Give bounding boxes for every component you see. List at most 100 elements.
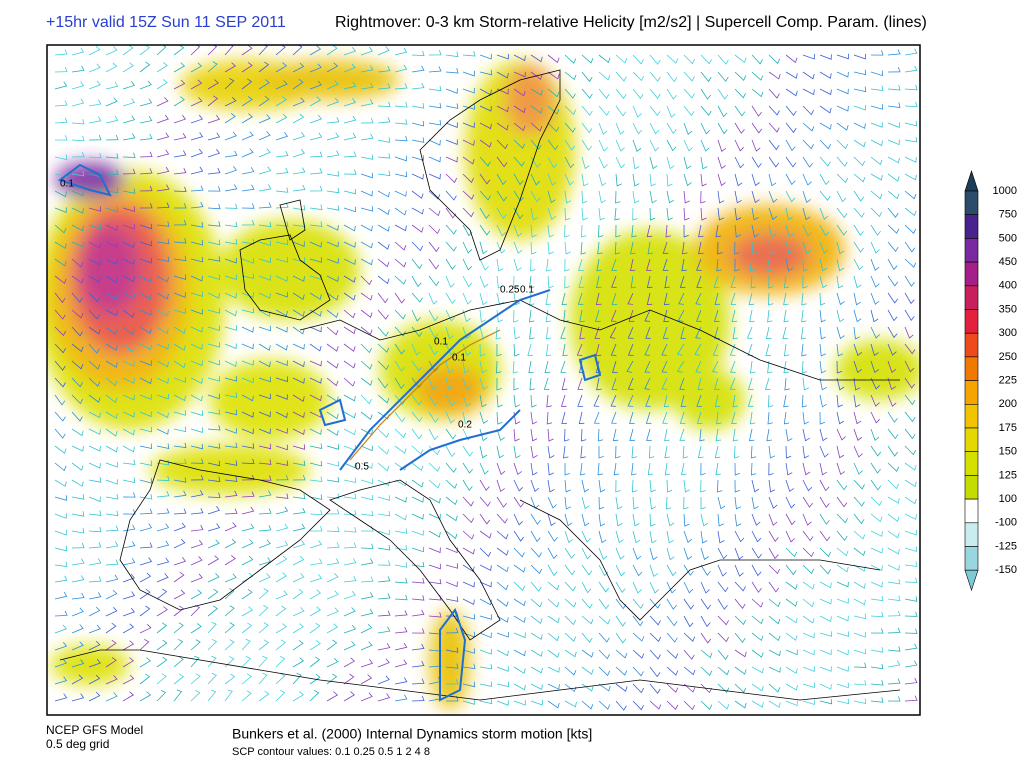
- wind-barb: [734, 173, 743, 187]
- wind-barb: [394, 394, 406, 406]
- wind-barb: [88, 658, 101, 668]
- wind-barb: [54, 360, 66, 371]
- wind-barb: [513, 122, 526, 132]
- wind-barb: [190, 377, 203, 384]
- wind-barb: [819, 156, 831, 167]
- wind-barb: [207, 425, 221, 431]
- wind-barb: [904, 241, 916, 253]
- wind-barb: [870, 377, 880, 390]
- wind-barb: [54, 495, 67, 501]
- wind-barb: [579, 326, 585, 340]
- wind-barb: [394, 610, 408, 617]
- wind-barb: [528, 360, 534, 374]
- wind-barb: [496, 394, 503, 408]
- wind-barb: [581, 190, 588, 204]
- wind-barb: [870, 224, 881, 236]
- wind-barb: [445, 67, 459, 74]
- wind-barb: [377, 117, 391, 124]
- wind-barb: [360, 292, 373, 301]
- wind-barb: [547, 224, 554, 238]
- wind-barb: [428, 563, 441, 570]
- wind-barb: [496, 53, 509, 60]
- wind-barb: [343, 275, 356, 283]
- wind-barb: [292, 474, 306, 481]
- wind-barb: [734, 88, 746, 99]
- wind-barb: [564, 666, 577, 676]
- wind-barb: [190, 443, 204, 450]
- wind-barb: [479, 663, 493, 670]
- wind-barb: [768, 581, 780, 593]
- wind-barb: [513, 683, 526, 691]
- wind-barb: [156, 184, 170, 192]
- wind-barb: [428, 241, 440, 253]
- wind-barb: [54, 190, 67, 198]
- wind-barb: [156, 149, 170, 158]
- wind-barb: [88, 606, 101, 617]
- wind-barb: [887, 173, 900, 182]
- wind-barb: [207, 256, 221, 262]
- grid-info: 0.5 deg grid: [46, 737, 109, 751]
- wind-barb: [360, 608, 374, 617]
- wind-barb: [547, 683, 560, 690]
- wind-barb: [496, 377, 502, 391]
- wind-barb: [496, 190, 508, 202]
- wind-barb: [394, 694, 408, 702]
- wind-barb: [580, 428, 587, 442]
- wind-barb: [292, 326, 305, 335]
- wind-barb: [904, 343, 916, 355]
- wind-barb: [887, 360, 897, 373]
- wind-barb: [445, 258, 456, 270]
- wind-barb: [785, 632, 798, 641]
- wind-barb: [190, 639, 201, 651]
- wind-barb: [730, 360, 736, 373]
- wind-barb: [122, 206, 135, 213]
- wind-barb: [139, 494, 153, 500]
- wind-barb: [122, 62, 134, 73]
- wind-barb: [241, 238, 255, 245]
- wind-barb: [581, 71, 593, 83]
- wind-barb: [717, 156, 726, 170]
- wind-barb: [545, 326, 552, 340]
- wind-barb: [173, 522, 186, 532]
- wind-barb: [615, 122, 625, 135]
- wind-barb: [646, 292, 653, 306]
- wind-barb: [887, 428, 899, 440]
- wind-barb: [751, 581, 762, 593]
- wind-barb: [292, 292, 305, 301]
- wind-barb: [785, 479, 794, 493]
- wind-barb: [512, 360, 519, 374]
- wind-barb: [122, 459, 136, 465]
- wind-barb: [513, 394, 521, 408]
- wind-barb: [530, 411, 538, 425]
- wind-barb: [462, 598, 475, 606]
- wind-barb: [649, 649, 661, 660]
- wind-barb: [819, 394, 827, 408]
- wind-barb: [581, 224, 587, 238]
- wind-barb: [173, 150, 187, 158]
- wind-barb: [666, 700, 679, 710]
- wind-barb: [751, 173, 760, 187]
- wind-barb: [734, 530, 745, 543]
- wind-barb: [258, 428, 271, 435]
- wind-barb: [802, 682, 815, 689]
- wind-barb: [904, 394, 916, 406]
- wind-barb: [547, 139, 559, 151]
- wind-barb: [428, 496, 441, 504]
- wind-barb: [598, 615, 611, 625]
- wind-barb: [258, 639, 270, 651]
- wind-barb: [662, 326, 669, 339]
- wind-barb: [88, 691, 101, 702]
- wind-barb: [326, 150, 340, 158]
- wind-barb: [275, 202, 289, 209]
- wind-barb: [241, 523, 255, 532]
- wind-barb: [122, 360, 135, 367]
- wind-barb: [377, 66, 391, 73]
- wind-barb: [802, 190, 811, 204]
- wind-barb: [801, 360, 808, 374]
- wind-barb: [428, 343, 439, 356]
- wind-barb: [309, 343, 322, 352]
- wind-barb: [785, 445, 792, 459]
- wind-barb: [632, 700, 644, 711]
- wind-barb: [54, 394, 66, 406]
- wind-barb: [751, 224, 759, 238]
